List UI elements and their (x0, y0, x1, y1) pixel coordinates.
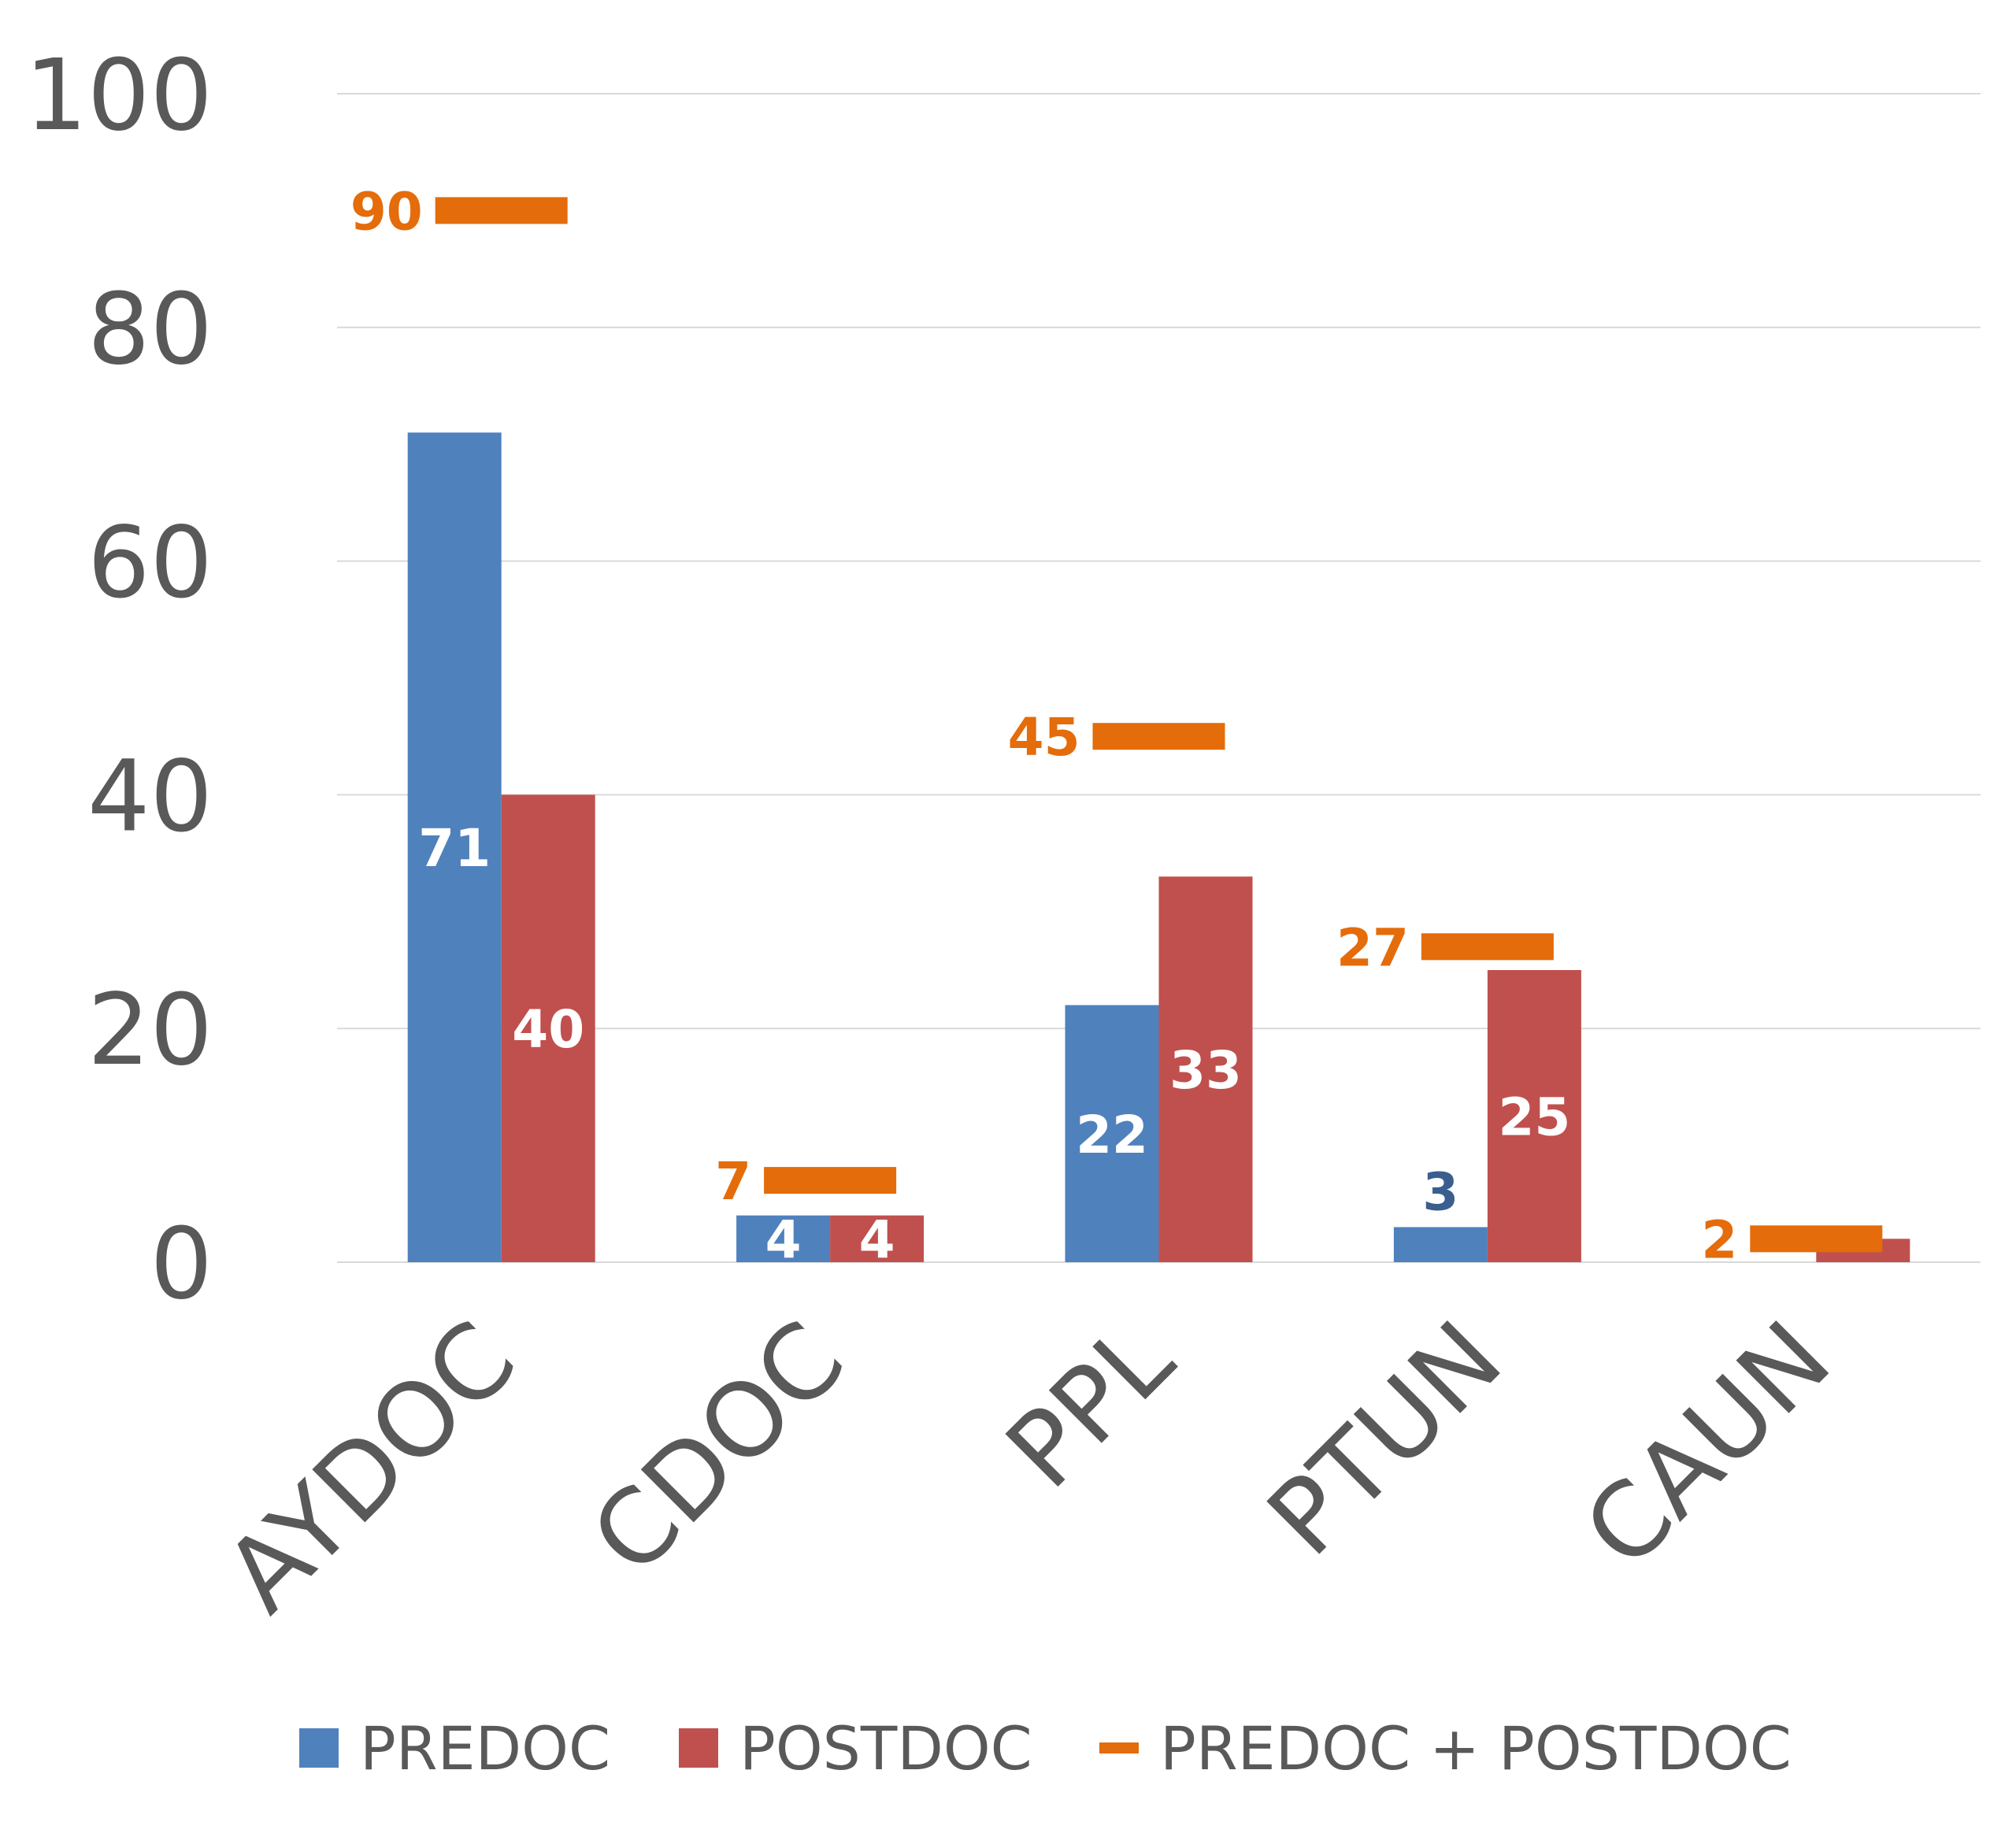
y-tick-label: 20 (87, 973, 213, 1087)
total-marker (1421, 933, 1554, 961)
bar-predoc (736, 1215, 831, 1262)
data-label: 4 (859, 1209, 895, 1270)
total-marker (1092, 723, 1225, 750)
x-tick-label: PTUN (1245, 1298, 1525, 1578)
x-tick-label: AYDOC (202, 1298, 539, 1635)
total-label: 90 (350, 181, 423, 242)
total-label: 2 (1701, 1209, 1737, 1270)
x-axis-ticks: AYDOC CDOC PPL PTUN CAUN (202, 1298, 1853, 1635)
legend-swatch-total (1099, 1742, 1139, 1753)
y-tick-label: 0 (150, 1207, 213, 1321)
y-tick-label: 60 (87, 506, 213, 620)
bar-predoc (1065, 1005, 1159, 1262)
legend-swatch-predoc (299, 1728, 339, 1768)
data-label: 4 (765, 1209, 802, 1270)
legend-label-predoc[interactable]: PREDOC (360, 1713, 610, 1783)
bar-postdoc (1487, 970, 1581, 1262)
y-tick-label: 100 (24, 39, 213, 153)
data-label: 40 (512, 999, 584, 1060)
total-label: 7 (715, 1151, 751, 1212)
bar-postdoc (501, 794, 595, 1262)
gridlines (337, 93, 1981, 1263)
legend-swatch-postdoc (679, 1728, 718, 1768)
total-markers: 90 7 45 27 2 (350, 181, 1883, 1270)
x-tick-label: PPL (984, 1298, 1196, 1511)
bar-predoc (407, 432, 502, 1262)
y-tick-label: 80 (87, 272, 213, 387)
bar-predoc (1393, 1227, 1488, 1262)
y-tick-label: 40 (87, 739, 213, 854)
legend-label-postdoc[interactable]: POSTDOC (739, 1713, 1032, 1783)
bar-postdoc (1158, 876, 1253, 1262)
legend: PREDOC POSTDOC PREDOC + POSTDOC (299, 1713, 1792, 1783)
x-tick-label: CDOC (569, 1298, 867, 1597)
total-marker (764, 1167, 897, 1194)
data-label: 25 (1498, 1087, 1570, 1148)
total-marker (435, 197, 568, 224)
total-label: 45 (1008, 707, 1080, 768)
y-axis-ticks: 0 20 40 60 80 100 (24, 39, 213, 1321)
total-label: 27 (1336, 917, 1409, 978)
data-label: 3 (1422, 1161, 1458, 1222)
data-label: 33 (1169, 1040, 1242, 1101)
bar-postdoc (830, 1215, 925, 1262)
x-tick-label: CAUN (1562, 1298, 1854, 1591)
legend-label-total[interactable]: PREDOC + POSTDOC (1160, 1713, 1792, 1783)
data-label: 71 (418, 818, 491, 879)
data-label: 22 (1076, 1105, 1148, 1165)
total-marker (1750, 1225, 1883, 1253)
